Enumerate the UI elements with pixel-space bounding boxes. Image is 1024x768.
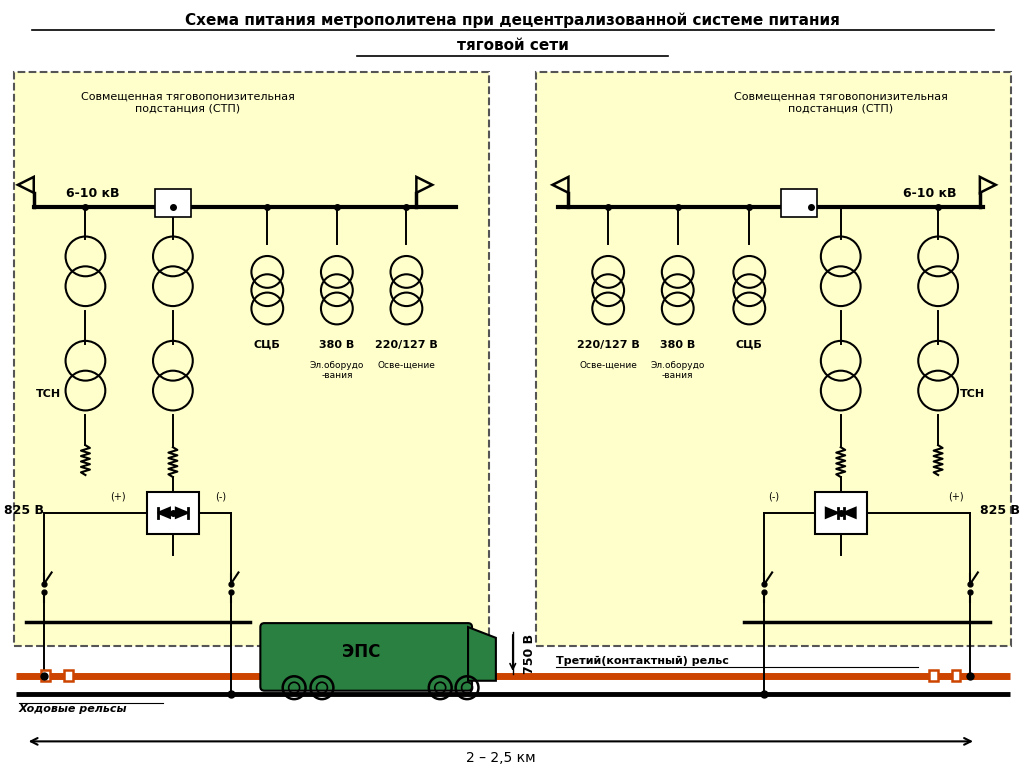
Text: ЭПС: ЭПС (342, 643, 380, 661)
Text: Схема питания метрополитена при децентрализованной системе питания: Схема питания метрополитена при децентра… (185, 12, 841, 28)
Text: Осве-щение: Осве-щение (378, 361, 435, 369)
Text: 825 В: 825 В (4, 505, 44, 518)
Bar (155, 189, 190, 217)
Bar (147, 492, 199, 534)
Text: 750 В: 750 В (522, 634, 536, 674)
Text: ТСН: ТСН (36, 389, 61, 399)
FancyBboxPatch shape (260, 623, 472, 690)
Text: 6-10 кВ: 6-10 кВ (903, 187, 956, 200)
Text: Третий(контактный) рельс: Третий(контактный) рельс (555, 656, 728, 666)
Bar (536, 71, 1011, 646)
Bar (14, 71, 488, 646)
Polygon shape (825, 508, 838, 518)
Text: 220/127 В: 220/127 В (375, 340, 438, 350)
Text: ТСН: ТСН (961, 389, 985, 399)
Bar (65, 670, 73, 681)
Bar (929, 670, 938, 681)
Polygon shape (158, 508, 170, 518)
Text: СЦБ: СЦБ (736, 340, 763, 350)
Text: 2 – 2,5 км: 2 – 2,5 км (466, 751, 536, 766)
Bar (815, 492, 866, 534)
Bar (41, 670, 50, 681)
Text: 220/127 В: 220/127 В (577, 340, 640, 350)
Text: (+): (+) (111, 492, 126, 502)
Text: Совмещенная тяговопонизительная
подстанция (СТП): Совмещенная тяговопонизительная подстанц… (734, 91, 947, 113)
Polygon shape (176, 508, 187, 518)
Text: Эл.оборудо
-вания: Эл.оборудо -вания (650, 361, 705, 380)
Bar (781, 189, 817, 217)
Text: тяговой сети: тяговой сети (457, 38, 568, 53)
Text: Совмещенная тяговопонизительная
подстанция (СТП): Совмещенная тяговопонизительная подстанц… (81, 91, 295, 113)
Text: 380 В: 380 В (319, 340, 354, 350)
Bar (951, 670, 961, 681)
Polygon shape (468, 627, 496, 680)
Text: 6-10 кВ: 6-10 кВ (66, 187, 119, 200)
Text: Осве-щение: Осве-щение (580, 361, 637, 369)
Text: Эл.оборудо
-вания: Эл.оборудо -вания (309, 361, 365, 380)
Text: СЦБ: СЦБ (254, 340, 281, 350)
Text: (-): (-) (215, 492, 226, 502)
Text: (-): (-) (769, 492, 779, 502)
Text: 825 В: 825 В (980, 505, 1020, 518)
Text: (+): (+) (948, 492, 964, 502)
Text: 380 В: 380 В (660, 340, 695, 350)
Polygon shape (844, 508, 856, 518)
Text: Ходовые рельсы: Ходовые рельсы (18, 703, 127, 713)
